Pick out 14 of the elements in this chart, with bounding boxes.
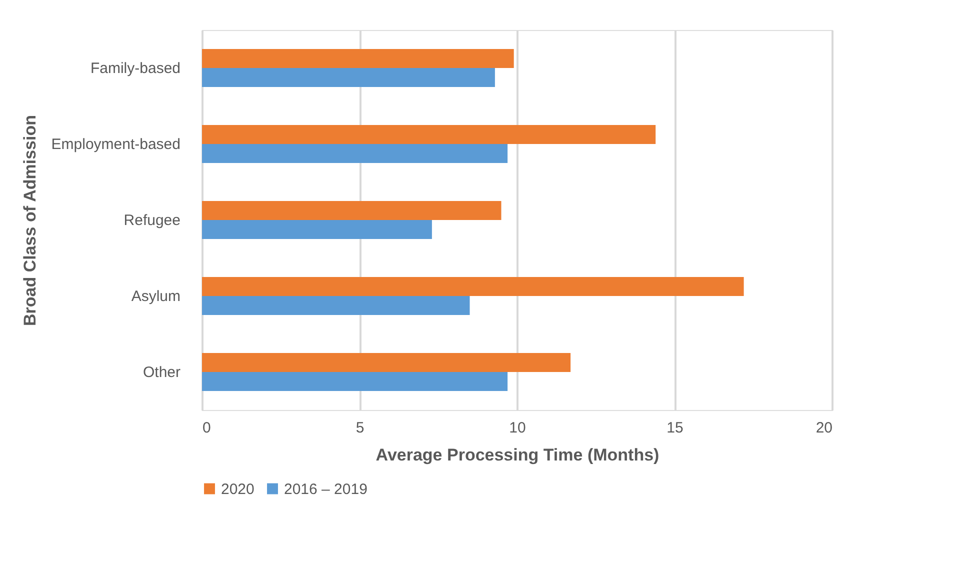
y-tick-label: Employment-based xyxy=(51,136,180,153)
y-tick-label: Asylum xyxy=(131,288,180,305)
x-tick-label: 5 xyxy=(356,420,364,436)
x-tick-label: 15 xyxy=(666,420,684,436)
legend-label: 2020 xyxy=(221,480,254,498)
x-tick-label: 0 xyxy=(202,420,211,436)
x-axis-title: Average Processing Time (Months) xyxy=(376,446,660,464)
y-tick-label: Refugee xyxy=(124,212,180,229)
y-tick-label: Other xyxy=(142,364,181,381)
y-axis-title: Broad Class of Admission xyxy=(20,115,40,326)
y-tick-label: Family-based xyxy=(90,60,180,77)
x-tick-label: 10 xyxy=(509,420,526,436)
legend-label: 2016 – 2019 xyxy=(284,480,368,498)
x-tick-label: 20 xyxy=(816,420,832,436)
